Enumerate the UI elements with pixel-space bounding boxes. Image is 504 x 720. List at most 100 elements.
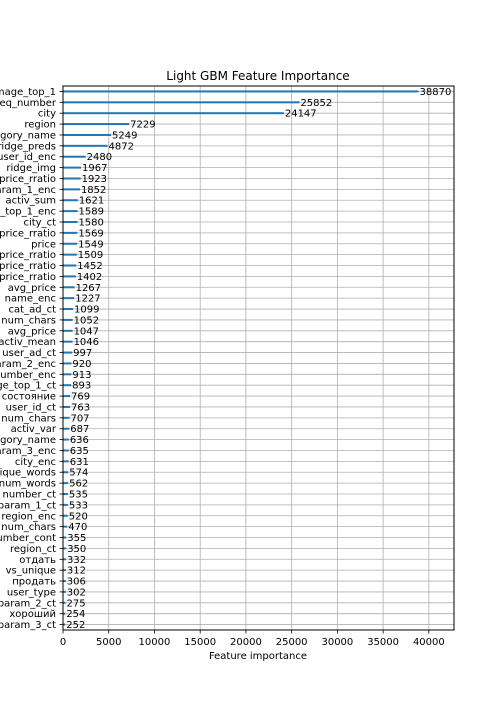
y-tick-label: category_name — [0, 130, 56, 141]
bar — [63, 144, 108, 147]
value-label: 893 — [72, 381, 91, 392]
value-label: 913 — [72, 370, 91, 381]
value-label: 7229 — [130, 120, 155, 131]
bar — [63, 405, 70, 408]
bar — [63, 601, 66, 604]
y-tick-label: хороший — [9, 609, 56, 620]
value-label: 533 — [69, 500, 88, 511]
y-tick-label: продать — [12, 577, 56, 588]
value-label: 769 — [71, 392, 90, 403]
bar — [63, 395, 71, 398]
y-tick-label: category_name — [0, 435, 56, 446]
bars-group — [63, 90, 419, 626]
y-tick-label: number_ct — [3, 490, 57, 501]
y-tick-label: param_1_enc — [0, 185, 56, 196]
bar — [63, 275, 76, 278]
bar — [63, 90, 419, 93]
bar — [63, 427, 70, 430]
bar — [63, 112, 284, 115]
value-label: 2480 — [87, 152, 112, 163]
y-tick-label: param_2_ct — [0, 598, 56, 609]
plot-frame — [62, 85, 455, 631]
y-tick-label: отдать — [19, 555, 56, 566]
y-tick-label: unique_words — [0, 468, 56, 479]
value-label: 1580 — [78, 218, 103, 229]
y-tick-label: ridge_img — [6, 163, 56, 174]
y-tick-label: image_top_1 — [0, 87, 56, 98]
bar — [63, 471, 69, 474]
y-tick-labels: image_top_1item_seq_numbercityregioncate… — [0, 87, 63, 631]
value-label: 306 — [67, 577, 86, 588]
y-tick-label: activ_mean — [0, 337, 56, 348]
value-label: 1967 — [82, 163, 107, 174]
bar — [63, 286, 75, 289]
bar — [63, 449, 69, 452]
y-tick-label: price_rratio — [0, 261, 56, 272]
y-tick-label: city_enc — [15, 457, 56, 468]
y-tick-label: vs_unique — [6, 566, 56, 577]
value-label: 1569 — [78, 228, 103, 239]
chart-title: Light GBM Feature Importance — [166, 69, 349, 83]
y-tick-label: region_ct — [10, 544, 56, 555]
x-tick-label: 15000 — [184, 637, 216, 648]
value-label: 562 — [69, 479, 88, 490]
value-label: 1852 — [81, 185, 106, 196]
value-label: 332 — [67, 555, 86, 566]
y-tick-label: user_ad_ct — [2, 348, 56, 359]
bar — [63, 308, 74, 311]
value-label: 470 — [68, 522, 87, 533]
value-label: 5249 — [112, 130, 137, 141]
value-labels: 3887025852241477229524948722480196719231… — [66, 87, 451, 631]
y-tick-label: param_3_enc — [0, 446, 56, 457]
y-tick-label: user_id_ct — [6, 402, 56, 413]
bar — [63, 525, 68, 528]
y-tick-label: activ_var — [11, 424, 57, 435]
bar — [63, 242, 78, 245]
bar — [63, 123, 130, 126]
value-label: 4872 — [109, 141, 134, 152]
value-label: 25852 — [300, 98, 332, 109]
value-label: 707 — [70, 413, 89, 424]
y-tick-label: param_2_enc — [0, 359, 56, 370]
y-tick-label: region — [24, 120, 56, 131]
value-label: 535 — [69, 490, 88, 501]
bar — [63, 438, 69, 441]
y-tick-label: param_3_ct — [0, 620, 56, 631]
grid-lines — [62, 86, 454, 630]
x-tick-label: 30000 — [321, 637, 353, 648]
value-label: 1621 — [79, 196, 104, 207]
y-tick-label: city — [38, 109, 56, 120]
bar — [63, 264, 77, 267]
bar — [63, 221, 78, 223]
bar — [63, 416, 70, 419]
value-label: 1923 — [82, 174, 107, 185]
bar — [63, 580, 66, 583]
value-label: 687 — [70, 424, 89, 435]
bar — [63, 329, 73, 332]
value-label: 1099 — [74, 305, 99, 316]
x-axis-label: Feature importance — [209, 651, 307, 662]
value-label: 1227 — [75, 294, 100, 305]
y-tick-label: price — [31, 239, 56, 250]
bar — [63, 231, 78, 234]
y-tick-label: avg_price — [8, 283, 56, 294]
y-tick-label: name_enc — [5, 294, 56, 305]
bar — [63, 547, 67, 550]
bar — [63, 612, 66, 615]
y-tick-label: user_type — [7, 587, 56, 598]
y-tick-label: cat_ad_ct — [9, 305, 57, 316]
y-tick-label: city_ct — [23, 218, 56, 229]
y-tick-label: image_top_1_ct — [0, 381, 56, 392]
bar — [63, 351, 73, 354]
bar — [63, 482, 69, 485]
value-label: 631 — [70, 457, 89, 468]
y-tick-label: price_rratio — [0, 250, 56, 261]
x-tick-label: 40000 — [413, 637, 445, 648]
bar — [63, 177, 81, 180]
x-tick-label: 10000 — [139, 637, 171, 648]
y-tick-label: number_cont — [0, 533, 56, 544]
y-tick-label: price_rratio — [0, 174, 56, 185]
bar — [63, 133, 112, 136]
y-tick-label: ridge_preds — [0, 141, 56, 152]
